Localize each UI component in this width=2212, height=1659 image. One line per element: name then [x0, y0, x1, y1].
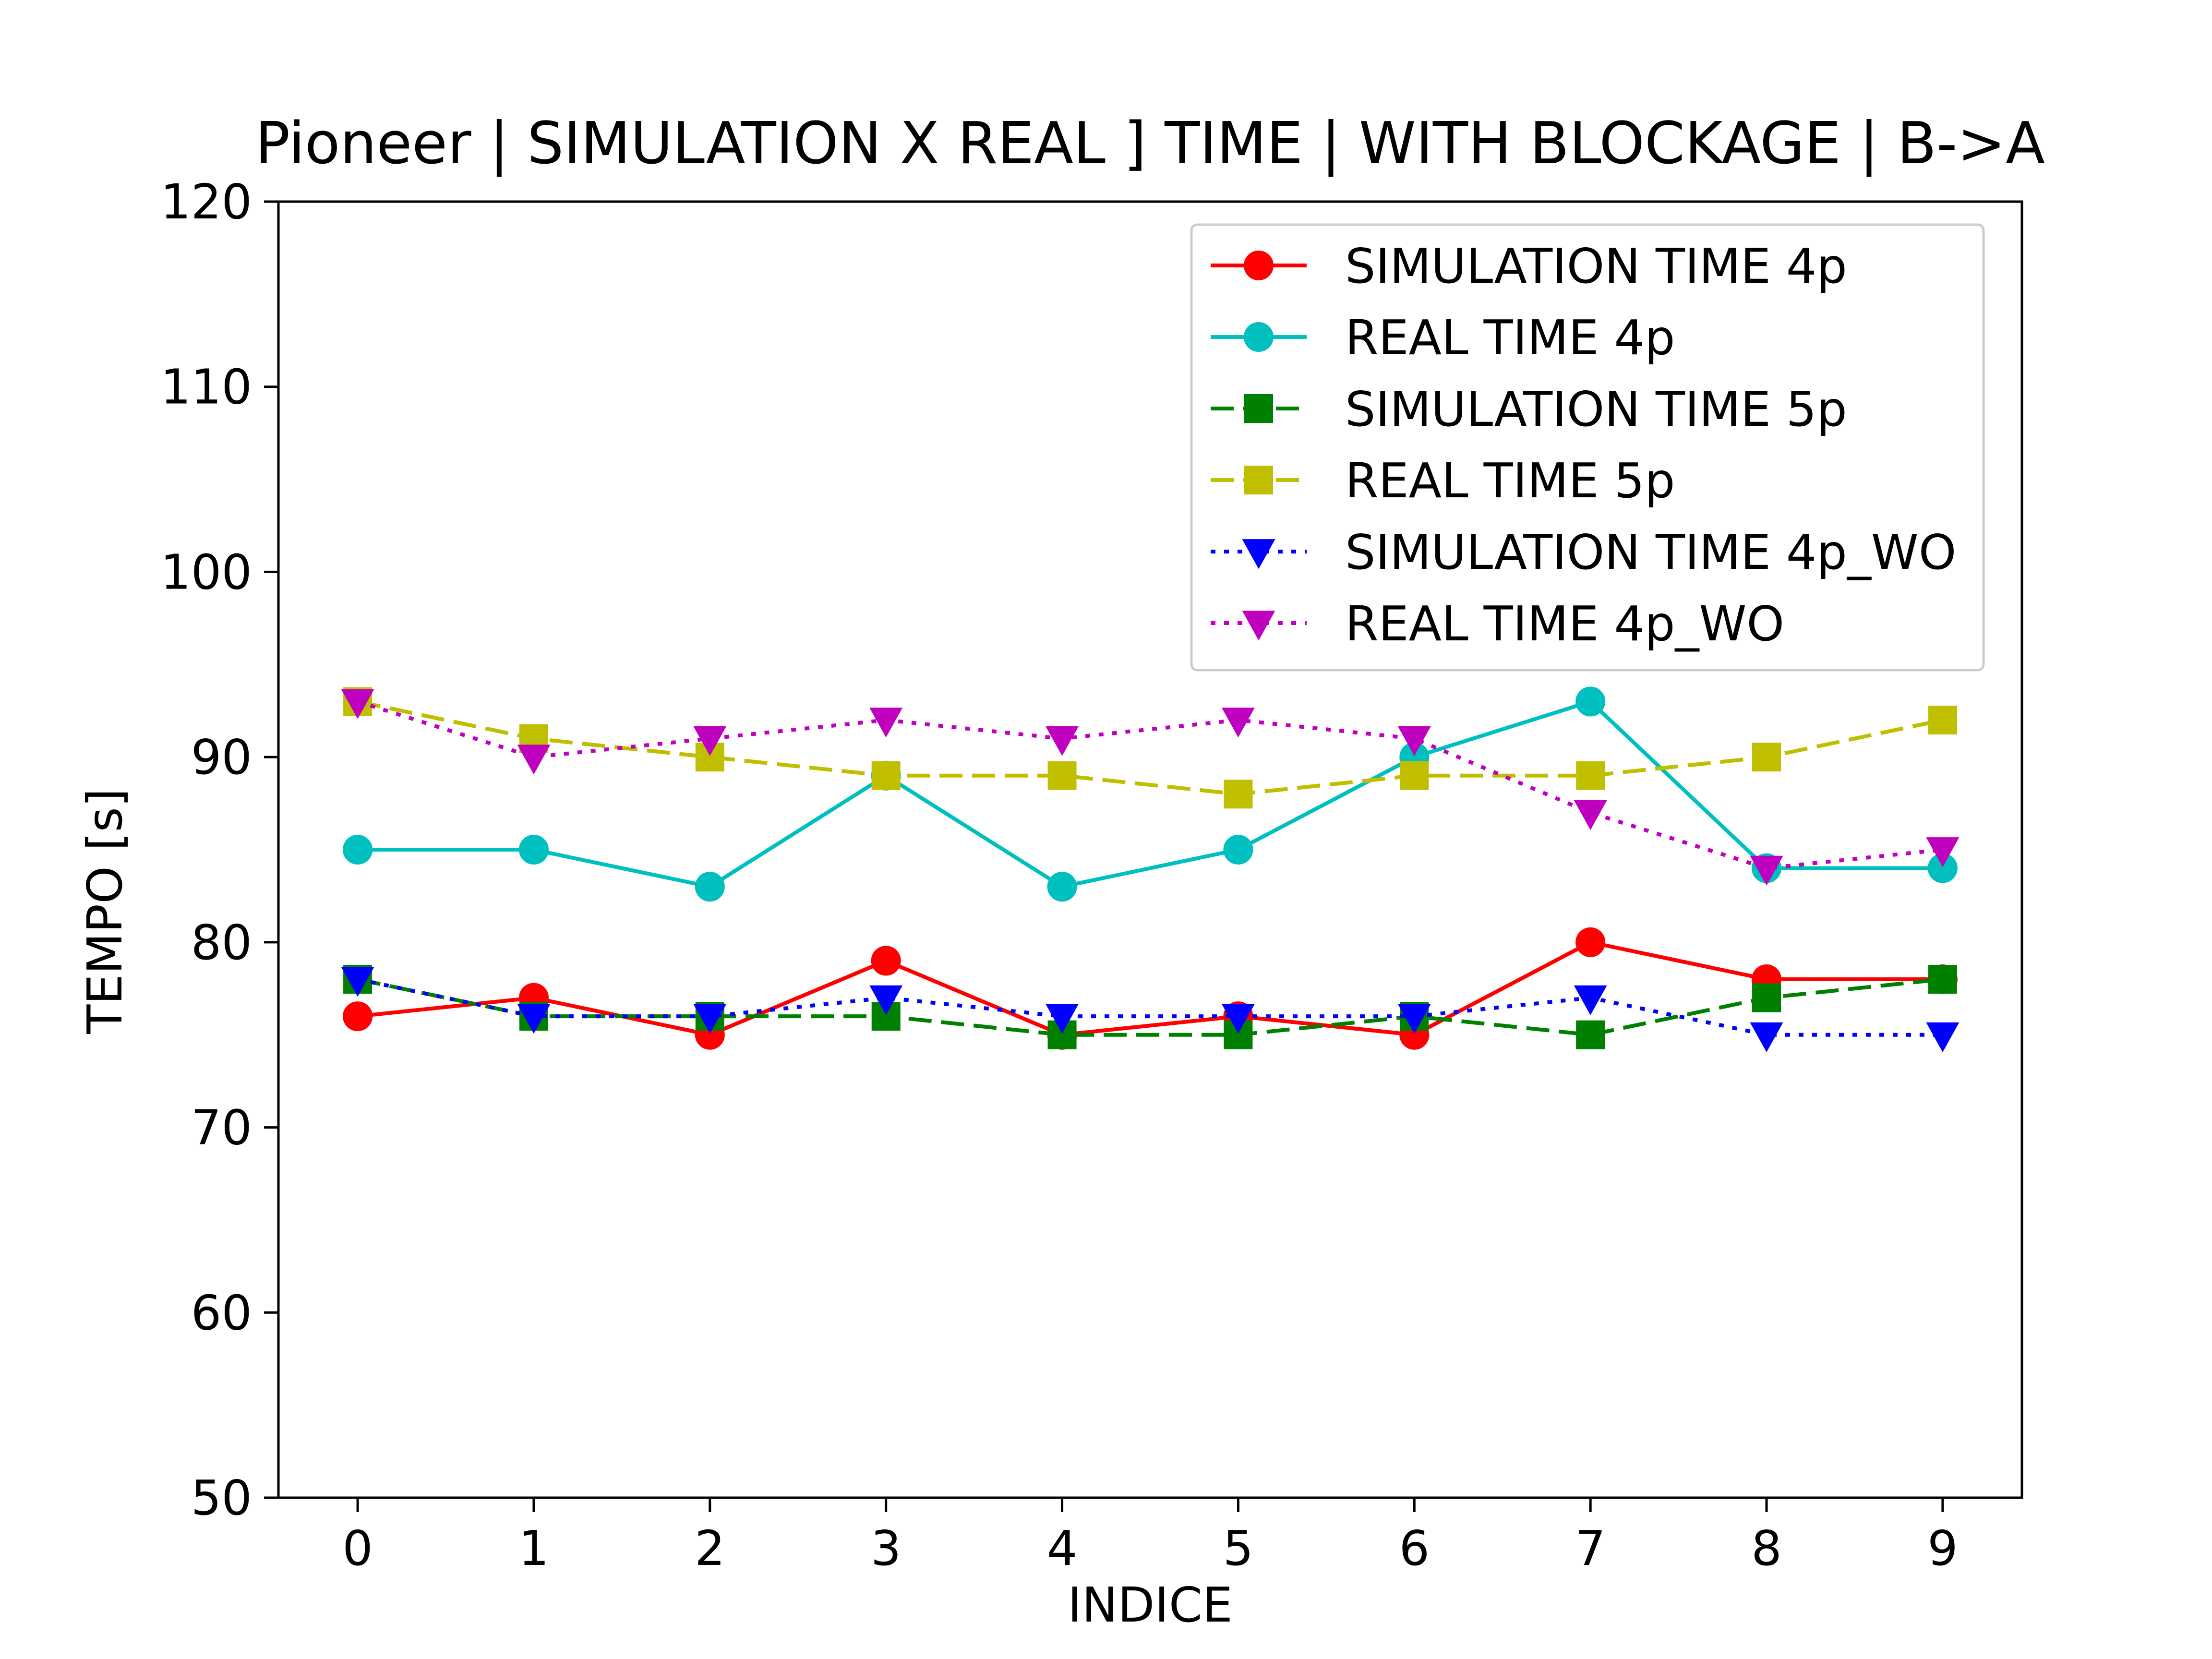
data-point — [341, 967, 374, 997]
data-point — [1576, 1020, 1605, 1049]
legend-label: SIMULATION TIME 5p — [1345, 381, 1847, 437]
data-point — [1928, 965, 1957, 994]
x-tick-label: 8 — [1751, 1520, 1782, 1576]
legend-label: SIMULATION TIME 4p_WO — [1345, 524, 1957, 580]
data-point — [695, 872, 725, 902]
data-point — [1224, 780, 1253, 809]
data-point — [518, 835, 549, 865]
series-line — [357, 699, 1943, 870]
x-tick-label: 5 — [1223, 1520, 1254, 1576]
series-line — [358, 699, 1943, 889]
series-5 — [341, 689, 1960, 886]
legend-marker — [1244, 322, 1274, 352]
x-tick-label: 1 — [518, 1520, 549, 1576]
data-point — [1400, 761, 1429, 790]
series-layer — [341, 686, 1960, 1052]
data-point — [1574, 985, 1607, 1015]
x-tick-label: 7 — [1575, 1520, 1606, 1576]
data-point — [1047, 761, 1077, 790]
plot-frame — [277, 200, 2023, 1499]
legend-marker — [1242, 539, 1275, 569]
data-point — [871, 946, 901, 976]
data-point — [517, 1004, 551, 1034]
data-point — [1926, 837, 1960, 867]
legend-label: SIMULATION TIME 4p — [1345, 238, 1847, 294]
data-point — [1575, 686, 1606, 717]
data-point — [1750, 1022, 1783, 1052]
data-point — [1397, 726, 1431, 756]
axes-layer: 0 1 2 3 4 5 6 7 8 9 50 60 70 80 90 100 110 120 — [160, 174, 2023, 1576]
chart-title: Pioneer | SIMULATION X REAL ] TIME | WIT… — [255, 110, 2045, 177]
x-tick-label: 9 — [1927, 1520, 1958, 1576]
data-point — [1397, 1004, 1431, 1034]
x-tick-label: 4 — [1047, 1520, 1078, 1576]
x-tick-label: 6 — [1399, 1520, 1430, 1576]
series-4 — [341, 967, 1960, 1052]
data-point — [1223, 835, 1253, 865]
data-point — [343, 1001, 373, 1032]
series-line — [357, 977, 1943, 1037]
data-point — [341, 689, 374, 719]
chart-legend: SIMULATION TIME 4p REAL TIME 4p SIMULATION… — [1190, 223, 1985, 672]
y-tick-label: 50 — [191, 1470, 252, 1526]
y-tick-label: 110 — [160, 359, 252, 415]
data-point — [1046, 726, 1079, 756]
data-point — [1574, 800, 1607, 830]
data-point — [871, 761, 901, 790]
legend-marker — [1244, 251, 1274, 280]
legend-box — [1190, 223, 1985, 672]
legend-label: REAL TIME 4p — [1345, 310, 1675, 366]
y-tick-label: 90 — [191, 729, 252, 785]
x-tick-label: 3 — [871, 1520, 902, 1576]
x-axis-label: INDICE — [1068, 1577, 1233, 1633]
legend-marker — [1244, 466, 1273, 494]
y-tick-label: 80 — [191, 914, 252, 971]
legend-label: REAL TIME 4p_WO — [1345, 596, 1784, 652]
y-tick-label: 120 — [160, 174, 252, 230]
data-point — [869, 708, 903, 738]
data-point — [1575, 927, 1606, 957]
legend-label: REAL TIME 5p — [1345, 453, 1675, 509]
data-point — [1752, 743, 1781, 772]
y-tick-label: 100 — [160, 544, 252, 600]
data-point — [1576, 761, 1605, 790]
x-tick-label: 2 — [695, 1520, 725, 1576]
data-point — [1046, 1004, 1079, 1034]
data-point — [1047, 872, 1077, 902]
data-point — [1221, 708, 1255, 738]
y-axis-label: TEMPO [s] — [77, 788, 133, 1034]
y-tick-label: 70 — [191, 1100, 252, 1156]
data-point — [1752, 983, 1781, 1012]
data-point — [1926, 1022, 1960, 1052]
data-point — [693, 1004, 727, 1034]
data-point — [1221, 1004, 1255, 1034]
y-tick-label: 60 — [191, 1285, 252, 1341]
legend-marker — [1244, 394, 1273, 423]
legend-marker — [1242, 611, 1275, 641]
data-point — [869, 985, 903, 1015]
x-tick-label: 0 — [342, 1520, 373, 1576]
data-point — [1928, 706, 1957, 734]
data-point — [1750, 855, 1783, 886]
data-point — [693, 726, 727, 756]
data-point — [517, 745, 551, 775]
data-point — [343, 835, 373, 865]
